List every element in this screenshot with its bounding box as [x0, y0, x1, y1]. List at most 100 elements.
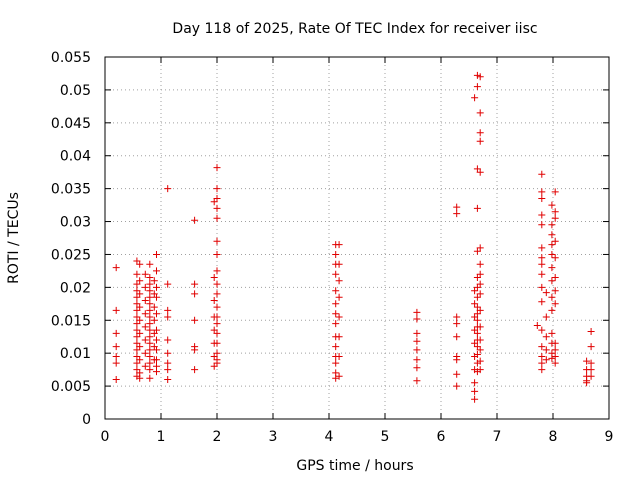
data-point — [548, 264, 556, 272]
data-point — [476, 336, 484, 344]
y-tick-label: 0.02 — [60, 280, 91, 296]
data-point — [213, 251, 221, 258]
data-point — [191, 280, 199, 288]
data-point — [191, 366, 199, 374]
data-point — [476, 244, 484, 252]
data-point — [551, 339, 559, 347]
data-point — [542, 346, 550, 354]
x-tick-label: 8 — [549, 429, 558, 445]
data-point — [476, 357, 484, 365]
data-point — [332, 300, 340, 308]
data-point — [153, 326, 160, 334]
data-point — [133, 270, 141, 278]
data-point — [476, 290, 484, 298]
data-point — [213, 339, 221, 347]
data-point — [136, 356, 144, 364]
data-point — [136, 343, 144, 351]
data-point — [164, 336, 172, 344]
data-point — [153, 293, 160, 301]
y-tick-label: 0.025 — [51, 247, 91, 263]
y-tick-label: 0.01 — [60, 346, 91, 362]
data-point — [335, 372, 343, 380]
data-point — [153, 267, 160, 275]
data-point — [413, 308, 421, 316]
data-point — [542, 356, 550, 364]
x-tick-label: 0 — [101, 429, 110, 445]
data-point — [413, 356, 421, 364]
data-point — [453, 210, 461, 218]
data-point — [136, 374, 144, 382]
x-tick-label: 3 — [269, 429, 278, 445]
data-point — [112, 329, 120, 337]
data-point — [453, 356, 461, 364]
data-point — [146, 300, 154, 308]
data-point — [551, 300, 559, 308]
data-point — [164, 280, 172, 288]
data-point — [141, 323, 149, 331]
x-tick-label: 4 — [325, 429, 334, 445]
x-tick-label: 6 — [437, 429, 446, 445]
y-tick-label: 0.035 — [51, 182, 91, 198]
data-point — [141, 336, 149, 344]
data-point — [453, 370, 461, 378]
data-point — [548, 221, 556, 229]
data-point — [538, 211, 546, 219]
data-point — [112, 353, 120, 360]
data-point — [538, 353, 546, 360]
data-point — [335, 241, 343, 249]
data-point — [146, 374, 154, 382]
data-point — [112, 306, 120, 314]
data-point — [141, 310, 149, 318]
data-point — [538, 254, 546, 262]
data-point — [551, 254, 559, 262]
y-tick-label: 0.045 — [51, 116, 91, 132]
data-point — [112, 359, 120, 367]
data-point — [210, 297, 218, 304]
data-point — [332, 310, 340, 318]
data-point — [413, 364, 421, 372]
data-point — [153, 356, 160, 364]
chart-title: Day 118 of 2025, Rate Of TEC Index for r… — [172, 21, 537, 37]
data-point — [551, 353, 559, 360]
data-point — [213, 195, 221, 202]
data-point — [146, 287, 154, 295]
data-point — [150, 316, 158, 324]
data-point — [453, 382, 461, 390]
data-point — [213, 303, 221, 311]
data-point — [453, 313, 461, 321]
data-point — [164, 349, 172, 357]
data-point — [136, 260, 144, 268]
data-point — [153, 346, 160, 354]
data-point — [476, 168, 484, 176]
y-tick-label: 0 — [82, 412, 91, 428]
data-point — [551, 208, 559, 216]
data-point — [548, 306, 556, 314]
y-axis-label: ROTI / TECUs — [6, 192, 22, 284]
data-point — [213, 349, 221, 357]
data-point — [332, 287, 340, 295]
data-point — [153, 251, 160, 258]
data-point — [150, 277, 158, 285]
plot-frame — [104, 56, 610, 420]
data-point — [551, 214, 559, 222]
data-point — [213, 204, 221, 212]
data-point — [473, 316, 481, 324]
data-point — [538, 298, 546, 306]
data-point — [476, 306, 484, 314]
data-point — [153, 336, 160, 344]
data-point — [476, 346, 484, 354]
data-point — [538, 188, 546, 196]
data-point — [153, 283, 160, 291]
data-point — [213, 214, 221, 222]
data-point — [146, 346, 154, 354]
data-point — [548, 293, 556, 301]
data-point — [112, 264, 120, 272]
data-point — [213, 359, 221, 367]
data-point — [551, 287, 559, 295]
y-tick-label: 0.05 — [60, 83, 91, 99]
data-point — [473, 351, 481, 358]
data-point — [136, 316, 144, 324]
data-point — [136, 290, 144, 298]
data-point — [471, 395, 479, 403]
